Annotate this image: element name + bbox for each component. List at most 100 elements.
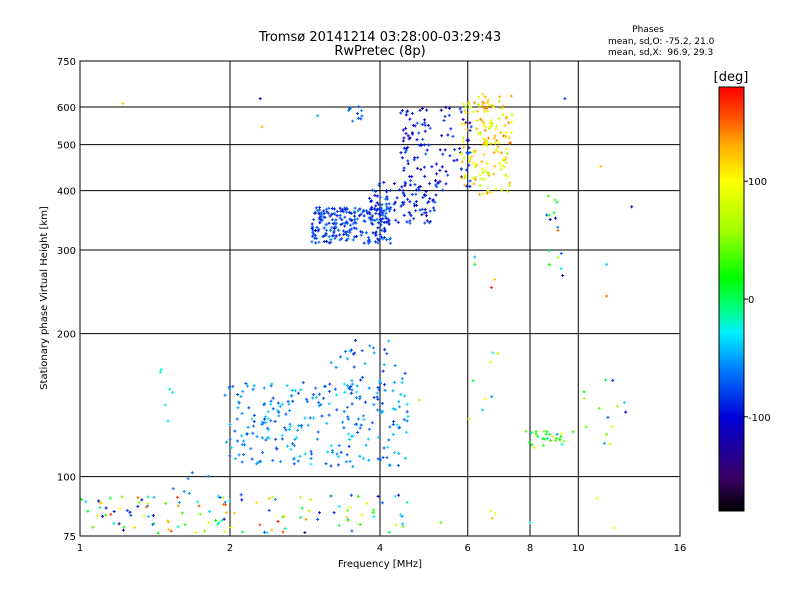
echo-point (380, 203, 384, 207)
echo-point (504, 131, 508, 135)
echo-point (351, 465, 355, 469)
echo-point (408, 136, 412, 140)
echo-point (86, 509, 90, 513)
y-tick-label: 75 (63, 532, 76, 543)
echo-point (506, 175, 510, 179)
echo-point (362, 418, 366, 422)
echo-point (166, 419, 170, 423)
echo-point (490, 121, 494, 125)
echo-point (481, 408, 485, 412)
echo-point (345, 220, 349, 224)
echo-point (422, 143, 426, 147)
echo-point (388, 189, 392, 192)
echo-point (310, 227, 314, 230)
echo-point (547, 249, 551, 253)
echo-point (358, 426, 362, 430)
echo-point (473, 149, 477, 153)
echo-point (404, 113, 408, 117)
echo-point (393, 364, 397, 367)
echo-point (381, 369, 385, 373)
echo-point (414, 200, 418, 203)
echo-point (340, 237, 344, 241)
echo-point (347, 386, 351, 390)
echo-point (350, 382, 354, 386)
echo-point (536, 435, 540, 438)
echo-point (503, 124, 507, 127)
echo-point (443, 148, 447, 152)
echo-point (490, 516, 494, 520)
echo-point (455, 158, 459, 162)
echo-point (595, 496, 599, 500)
echo-point (385, 207, 388, 211)
echo-point (329, 494, 333, 498)
echo-point (163, 403, 167, 407)
echo-point (460, 152, 464, 155)
echo-point (329, 240, 333, 244)
echo-point (299, 423, 303, 427)
echo-point (423, 174, 427, 178)
echo-point (382, 446, 386, 450)
echo-point (351, 238, 355, 242)
echo-point (599, 164, 603, 168)
echo-point (367, 241, 371, 245)
echo-point (554, 436, 558, 440)
echo-point (482, 107, 486, 110)
echo-point (271, 458, 275, 462)
echo-point (228, 454, 232, 458)
echo-point (377, 183, 381, 187)
echo-point (312, 218, 316, 222)
echo-point (167, 528, 171, 531)
echo-point (534, 433, 538, 436)
echo-point (297, 424, 301, 428)
echo-point (431, 198, 435, 202)
echo-point (474, 162, 478, 166)
echo-point (262, 386, 266, 390)
echo-point (380, 401, 384, 405)
echo-point (365, 209, 368, 213)
phase-info-x: mean, sd,X: 96.9, 29.3 (608, 48, 713, 58)
echo-point (355, 390, 359, 394)
echo-point (417, 143, 421, 147)
echo-point (374, 233, 378, 237)
echo-point (169, 529, 173, 533)
echo-point (467, 146, 471, 150)
echo-point (418, 208, 422, 212)
echo-point (318, 206, 321, 209)
echo-point (376, 408, 380, 412)
echo-point (397, 452, 401, 456)
echo-point (299, 388, 303, 392)
echo-point (373, 218, 377, 222)
echo-point (470, 155, 474, 159)
echo-point (547, 263, 551, 267)
echo-point (266, 426, 270, 430)
echo-point (346, 509, 350, 513)
echo-point (241, 390, 245, 394)
x-tick-label: 16 (674, 543, 687, 554)
echo-point (316, 114, 320, 118)
echo-point (329, 361, 333, 365)
echo-point (132, 526, 136, 529)
echo-point (333, 212, 337, 216)
echo-point (414, 192, 418, 196)
echo-point (228, 437, 232, 441)
echo-point (400, 156, 404, 160)
echo-point (97, 499, 101, 503)
echo-point (375, 230, 378, 234)
echo-point (361, 375, 365, 379)
echo-point (122, 525, 126, 529)
echo-point (463, 173, 467, 177)
echo-point (402, 192, 406, 196)
echo-point (466, 128, 470, 132)
echo-point (245, 433, 249, 436)
echo-point (151, 514, 155, 518)
echo-point (478, 192, 482, 196)
echo-point (314, 241, 318, 245)
echo-point (485, 162, 489, 166)
echo-point (242, 439, 246, 443)
echo-point (482, 141, 486, 145)
echo-point (318, 511, 321, 515)
echo-point (478, 173, 482, 176)
echo-point (311, 228, 315, 232)
echo-point (408, 175, 412, 178)
echo-point (406, 197, 410, 201)
